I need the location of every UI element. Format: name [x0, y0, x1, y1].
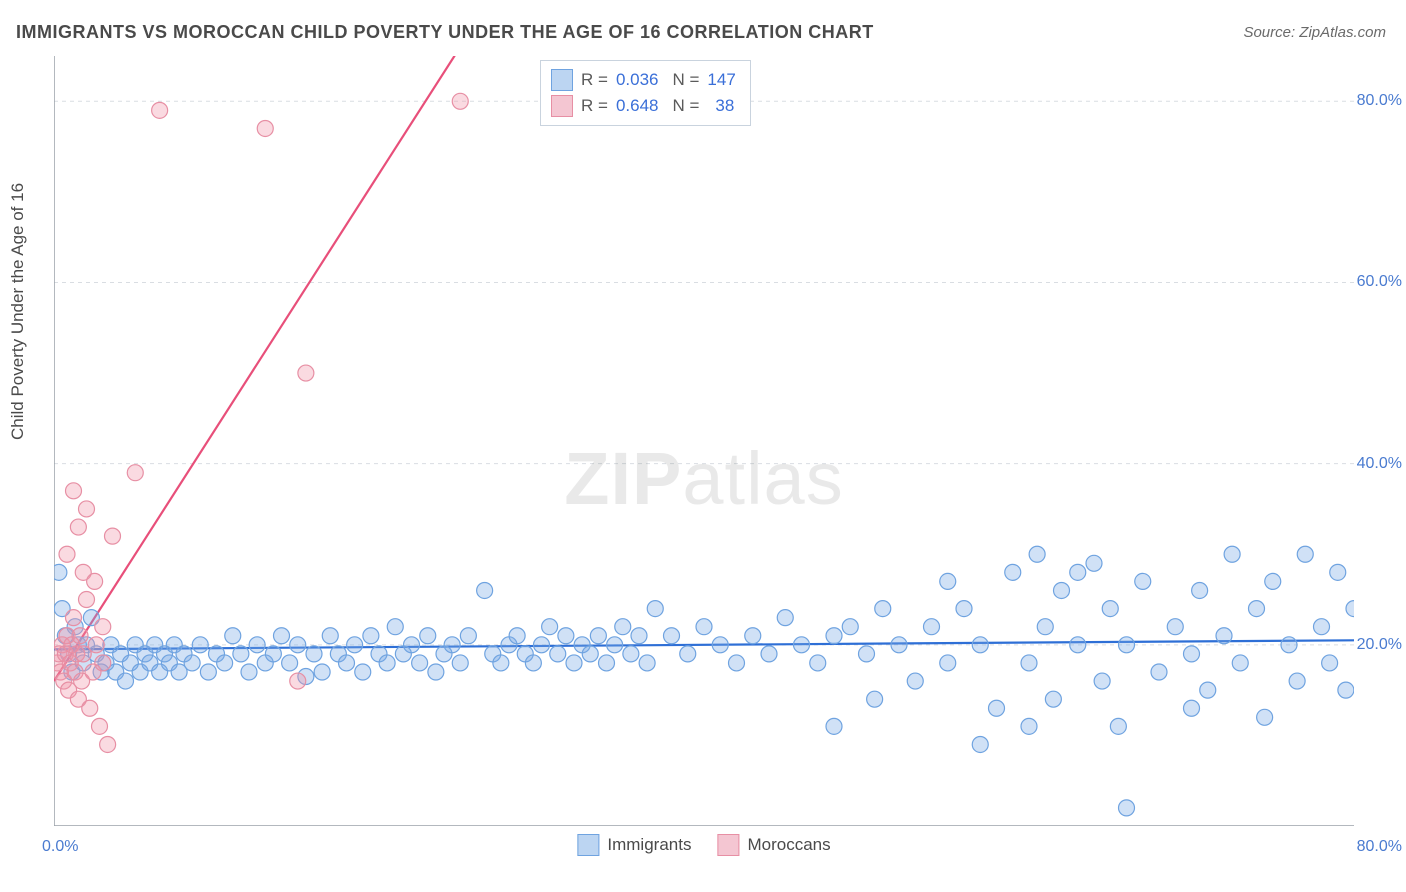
chart-svg — [54, 56, 1354, 826]
y-tick-label: 80.0% — [1357, 92, 1402, 110]
legend-swatch-moroccans — [551, 95, 573, 117]
legend-item-immigrants: Immigrants — [577, 834, 691, 856]
y-tick-label: 40.0% — [1357, 455, 1402, 473]
y-tick-label: 20.0% — [1357, 636, 1402, 654]
n-value: 147 — [707, 70, 735, 90]
legend-swatch-moroccans — [717, 834, 739, 856]
legend-stats-row-moroccans: R = 0.648 N = 38 — [551, 93, 736, 119]
x-tick-right: 80.0% — [1357, 838, 1402, 856]
legend-stats: R = 0.036 N = 147 R = 0.648 N = 38 — [540, 60, 751, 126]
x-tick-left: 0.0% — [42, 838, 78, 856]
n-value: 38 — [715, 96, 734, 116]
chart-title: IMMIGRANTS VS MOROCCAN CHILD POVERTY UND… — [16, 22, 874, 43]
r-value: 0.648 — [616, 96, 659, 116]
n-label: N = — [672, 70, 699, 90]
r-label: R = — [581, 96, 608, 116]
y-tick-label: 60.0% — [1357, 273, 1402, 291]
legend-swatch-immigrants — [551, 69, 573, 91]
legend-item-moroccans: Moroccans — [717, 834, 830, 856]
source-label: Source: ZipAtlas.com — [1243, 24, 1386, 41]
n-label: N = — [672, 96, 699, 116]
r-value: 0.036 — [616, 70, 659, 90]
legend-label: Immigrants — [607, 835, 691, 855]
legend-label: Moroccans — [747, 835, 830, 855]
legend-stats-row-immigrants: R = 0.036 N = 147 — [551, 67, 736, 93]
y-axis-label: Child Poverty Under the Age of 16 — [8, 183, 28, 440]
legend-series: Immigrants Moroccans — [577, 834, 830, 856]
chart-area: ZIPatlas R = 0.036 N = 147 R = 0.648 N =… — [54, 56, 1354, 826]
legend-swatch-immigrants — [577, 834, 599, 856]
r-label: R = — [581, 70, 608, 90]
